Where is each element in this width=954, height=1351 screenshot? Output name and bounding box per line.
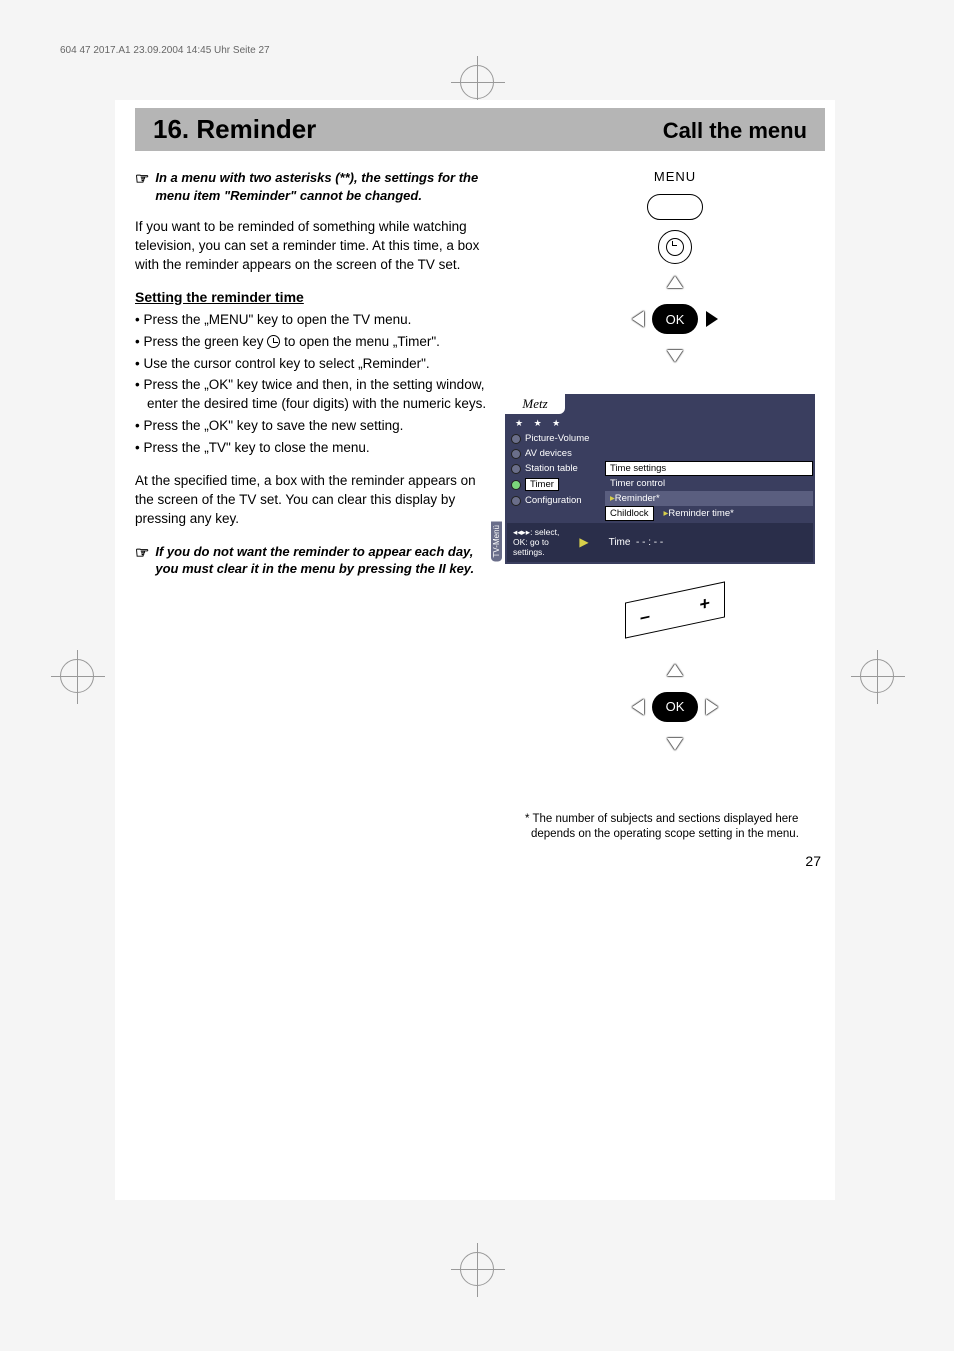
note-clear-daily: ☞ If you do not want the reminder to app… — [135, 543, 497, 578]
step-2: Press the green key to open the menu „Ti… — [135, 333, 497, 352]
dpad-down-icon — [667, 738, 683, 750]
osd-help-text: ◂◂▸▸: select,OK: go tosettings. — [513, 527, 559, 558]
ok-button: OK — [652, 304, 698, 334]
ok-button: OK — [652, 692, 698, 722]
note-text-2: If you do not want the reminder to appea… — [155, 543, 497, 578]
outro-paragraph: At the specified time, a box with the re… — [135, 472, 497, 529]
osd-sub-childlock: Childlock — [605, 506, 654, 521]
menu-button-icon — [647, 194, 703, 220]
osd-statusbar: ◂◂▸▸: select,OK: go tosettings. ▶ Time -… — [507, 523, 813, 562]
dpad-down-icon — [667, 350, 683, 362]
illustration-column: MENU OK TV-Menü Metz — [525, 169, 825, 869]
steps-list: Press the „MENU" key to open the TV menu… — [135, 311, 497, 458]
title-bar: 16. Reminder Call the menu — [135, 108, 825, 151]
osd-play-icon: ▶ — [579, 535, 588, 549]
page-content: 16. Reminder Call the menu ☞ In a menu w… — [115, 100, 835, 1200]
ok-dpad-upper: OK — [630, 274, 720, 364]
osd-sidebar: Picture-Volume AV devices Station table … — [507, 431, 601, 521]
dpad-right-icon — [706, 311, 718, 327]
note-asterisk-warning: ☞ In a menu with two asterisks (**), the… — [135, 169, 497, 204]
step-4: Press the „OK" key twice and then, in th… — [135, 376, 497, 414]
osd-stars: ★ ★ ★ — [507, 416, 813, 431]
osd-item-picture-volume: Picture-Volume — [507, 431, 601, 446]
rocker-plus: + — [699, 592, 710, 615]
menu-button-label: MENU — [654, 169, 696, 184]
osd-item-av-devices: AV devices — [507, 446, 601, 461]
osd-submenu: Time settings Timer control ▸Reminder* C… — [601, 431, 813, 521]
osd-menu-screenshot: TV-Menü Metz ★ ★ ★ Picture-Volume AV dev… — [505, 394, 815, 564]
remote-buttons-lower: OK — [525, 662, 825, 752]
dpad-up-icon — [667, 664, 683, 676]
step-5: Press the „OK" key to save the new setti… — [135, 417, 497, 436]
section-action: Call the menu — [663, 118, 807, 144]
dpad-left-icon — [632, 699, 644, 715]
osd-vertical-tab: TV-Menü — [491, 521, 502, 561]
osd-item-configuration: Configuration — [507, 493, 601, 508]
osd-item-station-table: Station table — [507, 461, 601, 476]
step-6: Press the „TV" key to close the menu. — [135, 439, 497, 458]
step-1: Press the „MENU" key to open the TV menu… — [135, 311, 497, 330]
page-number: 27 — [525, 853, 825, 869]
step-3: Use the cursor control key to select „Re… — [135, 355, 497, 374]
dpad-left-icon — [632, 311, 644, 327]
crop-mark-top — [460, 65, 494, 99]
ok-dpad-lower: OK — [630, 662, 720, 752]
crop-mark-right — [860, 659, 894, 693]
crop-mark-bottom — [460, 1252, 494, 1286]
osd-sub-reminder: ▸Reminder* — [605, 491, 813, 506]
clock-button-icon — [658, 230, 692, 264]
dpad-right-icon — [706, 699, 718, 715]
pointing-hand-icon: ☞ — [135, 169, 149, 204]
rocker-minus: – — [640, 604, 650, 627]
osd-sub-time-settings: Time settings — [605, 461, 813, 476]
intro-paragraph: If you want to be reminded of something … — [135, 218, 497, 275]
print-header: 604 47 2017.A1 23.09.2004 14:45 Uhr Seit… — [60, 45, 270, 56]
pointing-hand-icon: ☞ — [135, 543, 149, 578]
section-title: 16. Reminder — [153, 114, 316, 145]
osd-detail-reminder-time: ▸Reminder time* — [658, 508, 734, 519]
footnote: * The number of subjects and sections di… — [525, 812, 825, 842]
remote-buttons-upper: MENU OK — [525, 169, 825, 364]
crop-mark-left — [60, 659, 94, 693]
note-text: In a menu with two asterisks (**), the s… — [155, 169, 497, 204]
osd-item-timer: Timer — [507, 476, 601, 493]
osd-sub-timer-control: Timer control — [605, 476, 813, 491]
rocker-button: – + — [625, 592, 725, 648]
dpad-up-icon — [667, 276, 683, 288]
osd-logo: Metz — [505, 394, 565, 414]
steps-heading: Setting the reminder time — [135, 289, 497, 305]
main-text-column: ☞ In a menu with two asterisks (**), the… — [135, 169, 497, 869]
osd-time-display: Time - - : - - — [609, 537, 664, 548]
